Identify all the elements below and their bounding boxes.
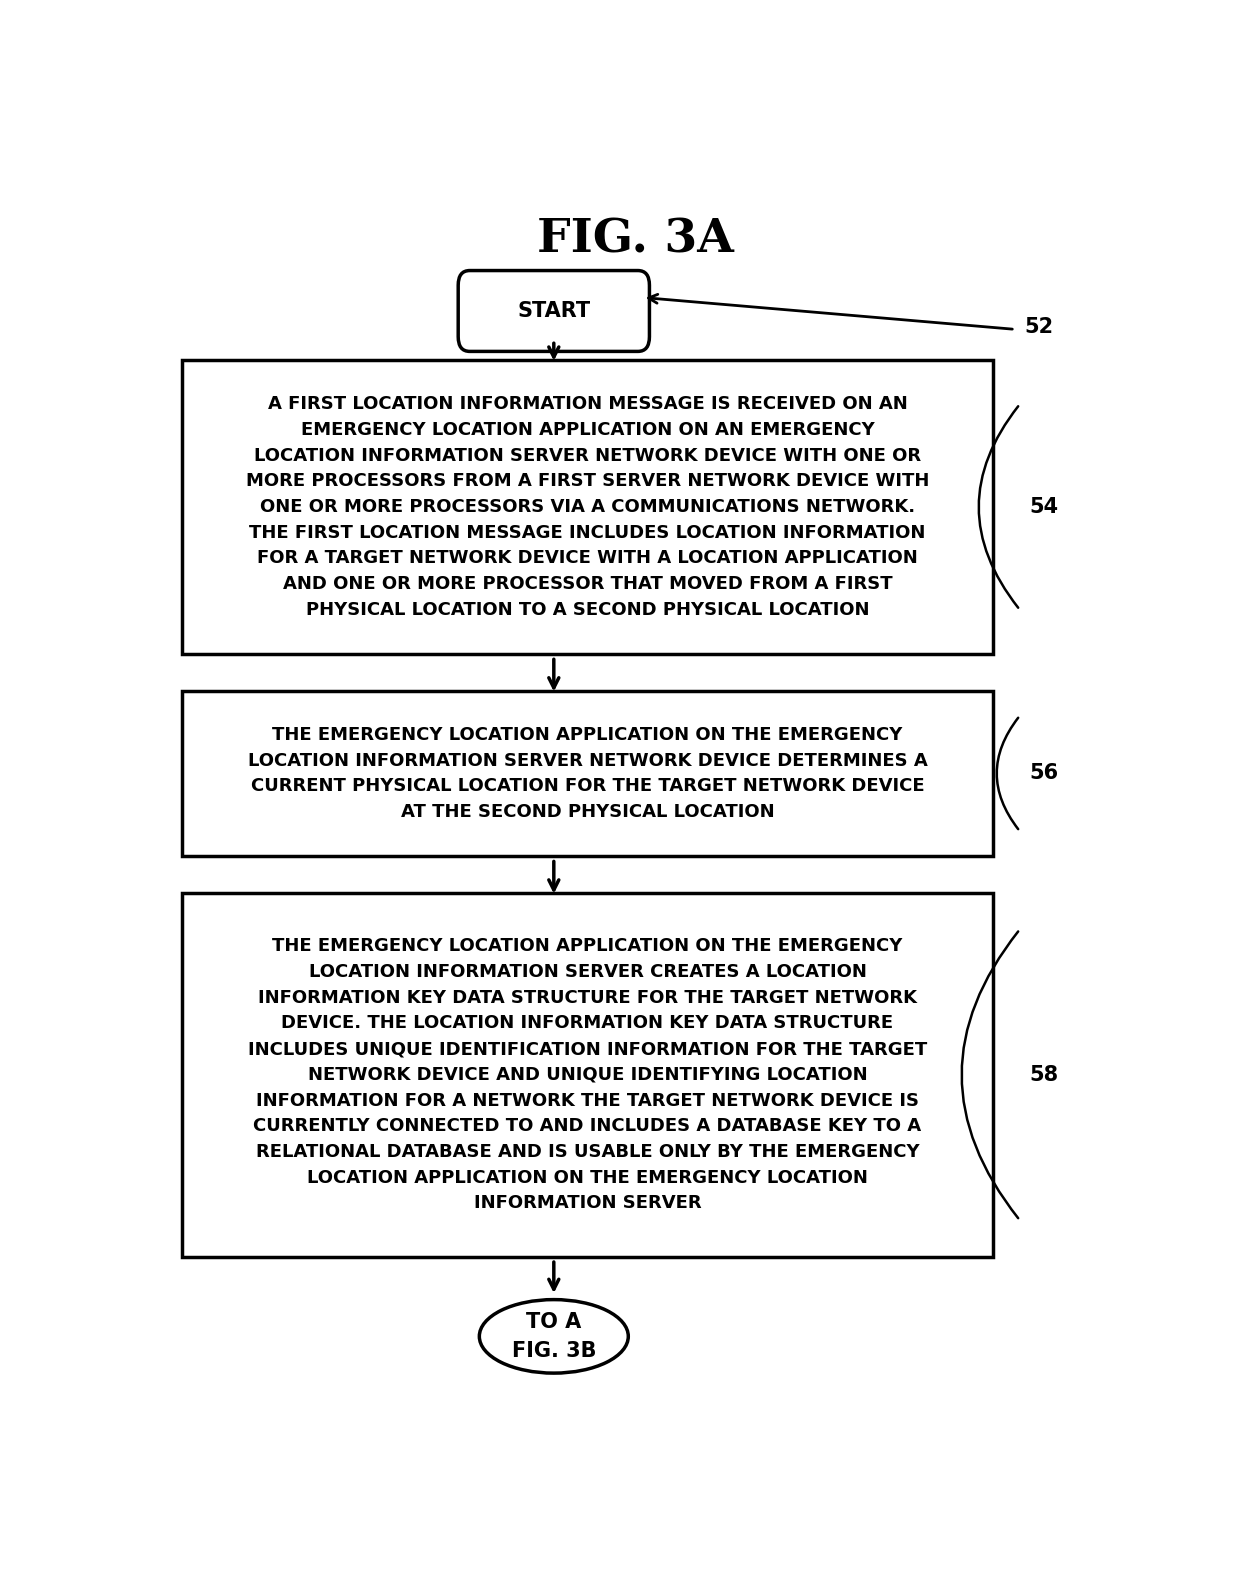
Text: 54: 54 (1029, 496, 1059, 517)
Text: 56: 56 (1029, 764, 1059, 783)
Bar (182, 690, 993, 856)
Bar (182, 360, 993, 654)
Text: 58: 58 (1029, 1064, 1059, 1085)
Text: START: START (517, 301, 590, 321)
FancyBboxPatch shape (459, 270, 650, 352)
Ellipse shape (480, 1300, 629, 1373)
Text: THE EMERGENCY LOCATION APPLICATION ON THE EMERGENCY
LOCATION INFORMATION SERVER : THE EMERGENCY LOCATION APPLICATION ON TH… (248, 725, 928, 821)
Text: THE EMERGENCY LOCATION APPLICATION ON THE EMERGENCY
LOCATION INFORMATION SERVER : THE EMERGENCY LOCATION APPLICATION ON TH… (248, 937, 928, 1212)
Text: 52: 52 (1024, 317, 1054, 337)
Bar (182, 893, 993, 1257)
Text: FIG. 3A: FIG. 3A (537, 216, 734, 263)
Text: TO A
FIG. 3B: TO A FIG. 3B (512, 1311, 596, 1362)
Text: A FIRST LOCATION INFORMATION MESSAGE IS RECEIVED ON AN
EMERGENCY LOCATION APPLIC: A FIRST LOCATION INFORMATION MESSAGE IS … (246, 395, 929, 619)
